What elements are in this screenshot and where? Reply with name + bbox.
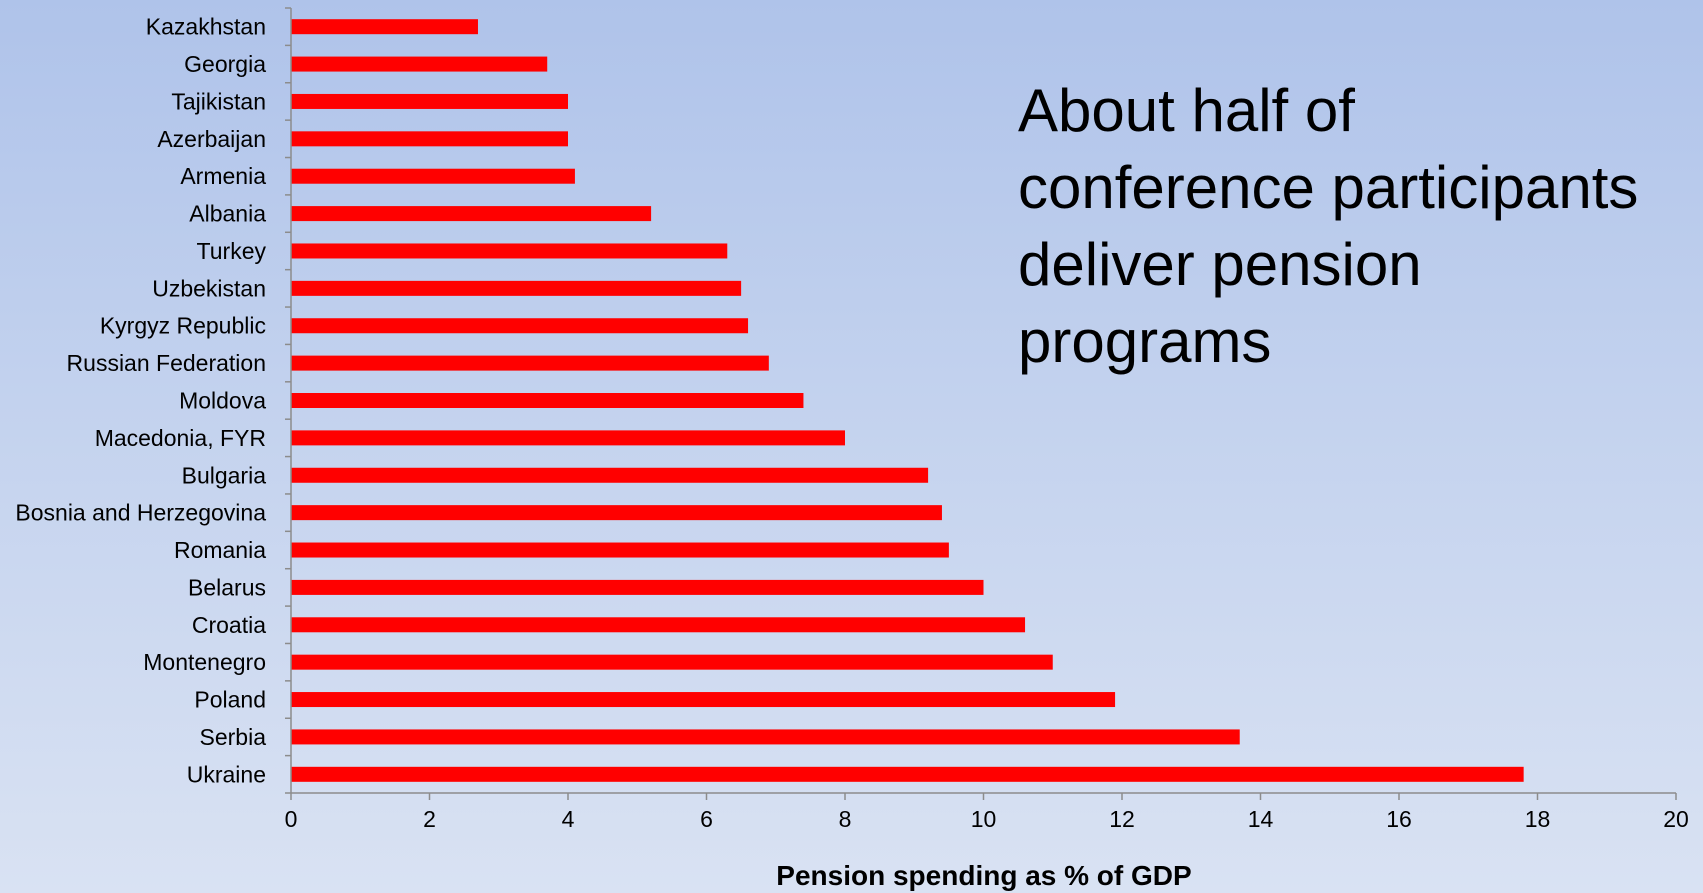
bar xyxy=(291,766,1524,782)
category-label: Kazakhstan xyxy=(146,14,266,40)
category-label: Romania xyxy=(174,537,266,563)
x-tick-label: 0 xyxy=(285,806,298,832)
y-axis: Kazakhstan Georgia Tajikistan Azerbaijan Arm… xyxy=(15,7,292,794)
x-tick-label: 14 xyxy=(1248,806,1274,832)
x-tick-label: 10 xyxy=(971,806,997,832)
bar xyxy=(291,430,845,446)
category-label: Turkey xyxy=(197,238,267,264)
bar xyxy=(291,579,984,595)
bar xyxy=(291,654,1053,670)
category-label: Bosnia and Herzegovina xyxy=(15,500,266,526)
bar xyxy=(291,168,575,184)
category-label: Azerbaijan xyxy=(157,126,266,152)
category-label: Poland xyxy=(194,687,266,713)
bar xyxy=(291,206,652,222)
bar xyxy=(291,729,1240,745)
x-tick-label: 12 xyxy=(1109,806,1135,832)
bar xyxy=(291,617,1026,633)
category-label: Albania xyxy=(189,201,266,227)
x-tick-label: 4 xyxy=(562,806,575,832)
bar xyxy=(291,505,942,521)
category-label: Bulgaria xyxy=(182,462,267,488)
bar xyxy=(291,542,949,558)
category-label: Belarus xyxy=(188,574,266,600)
x-axis-title: Pension spending as % of GDP xyxy=(776,860,1191,891)
category-label: Tajikistan xyxy=(171,88,266,114)
bar xyxy=(291,131,568,147)
x-tick-label: 8 xyxy=(839,806,852,832)
category-label: Moldova xyxy=(179,388,266,414)
bar-series xyxy=(291,19,1524,782)
category-label: Georgia xyxy=(184,51,266,77)
x-tick-label: 16 xyxy=(1386,806,1412,832)
annotation-text: About half of conference participants de… xyxy=(1018,77,1639,375)
x-tick-label: 20 xyxy=(1663,806,1689,832)
bar xyxy=(291,243,728,259)
category-label: Ukraine xyxy=(187,761,266,787)
bar xyxy=(291,393,804,408)
x-tick-label: 2 xyxy=(423,806,436,832)
bar xyxy=(291,19,478,35)
category-label: Kyrgyz Republic xyxy=(100,313,266,339)
category-label: Russian Federation xyxy=(67,350,266,376)
bar xyxy=(291,56,548,72)
bar xyxy=(291,355,769,371)
bar xyxy=(291,318,749,334)
bar xyxy=(291,93,568,109)
category-label: Serbia xyxy=(200,724,267,750)
category-label: Uzbekistan xyxy=(152,275,266,301)
category-label: Armenia xyxy=(180,163,266,189)
x-tick-label: 18 xyxy=(1525,806,1551,832)
bar xyxy=(291,692,1116,708)
bar xyxy=(291,280,742,296)
category-label: Croatia xyxy=(192,612,266,638)
category-label: Macedonia, FYR xyxy=(95,425,266,451)
bar xyxy=(291,467,929,483)
x-axis: 0 2 4 6 8 10 12 14 16 18 20 xyxy=(285,792,1689,832)
category-label: Montenegro xyxy=(143,649,266,675)
x-tick-label: 6 xyxy=(700,806,713,832)
